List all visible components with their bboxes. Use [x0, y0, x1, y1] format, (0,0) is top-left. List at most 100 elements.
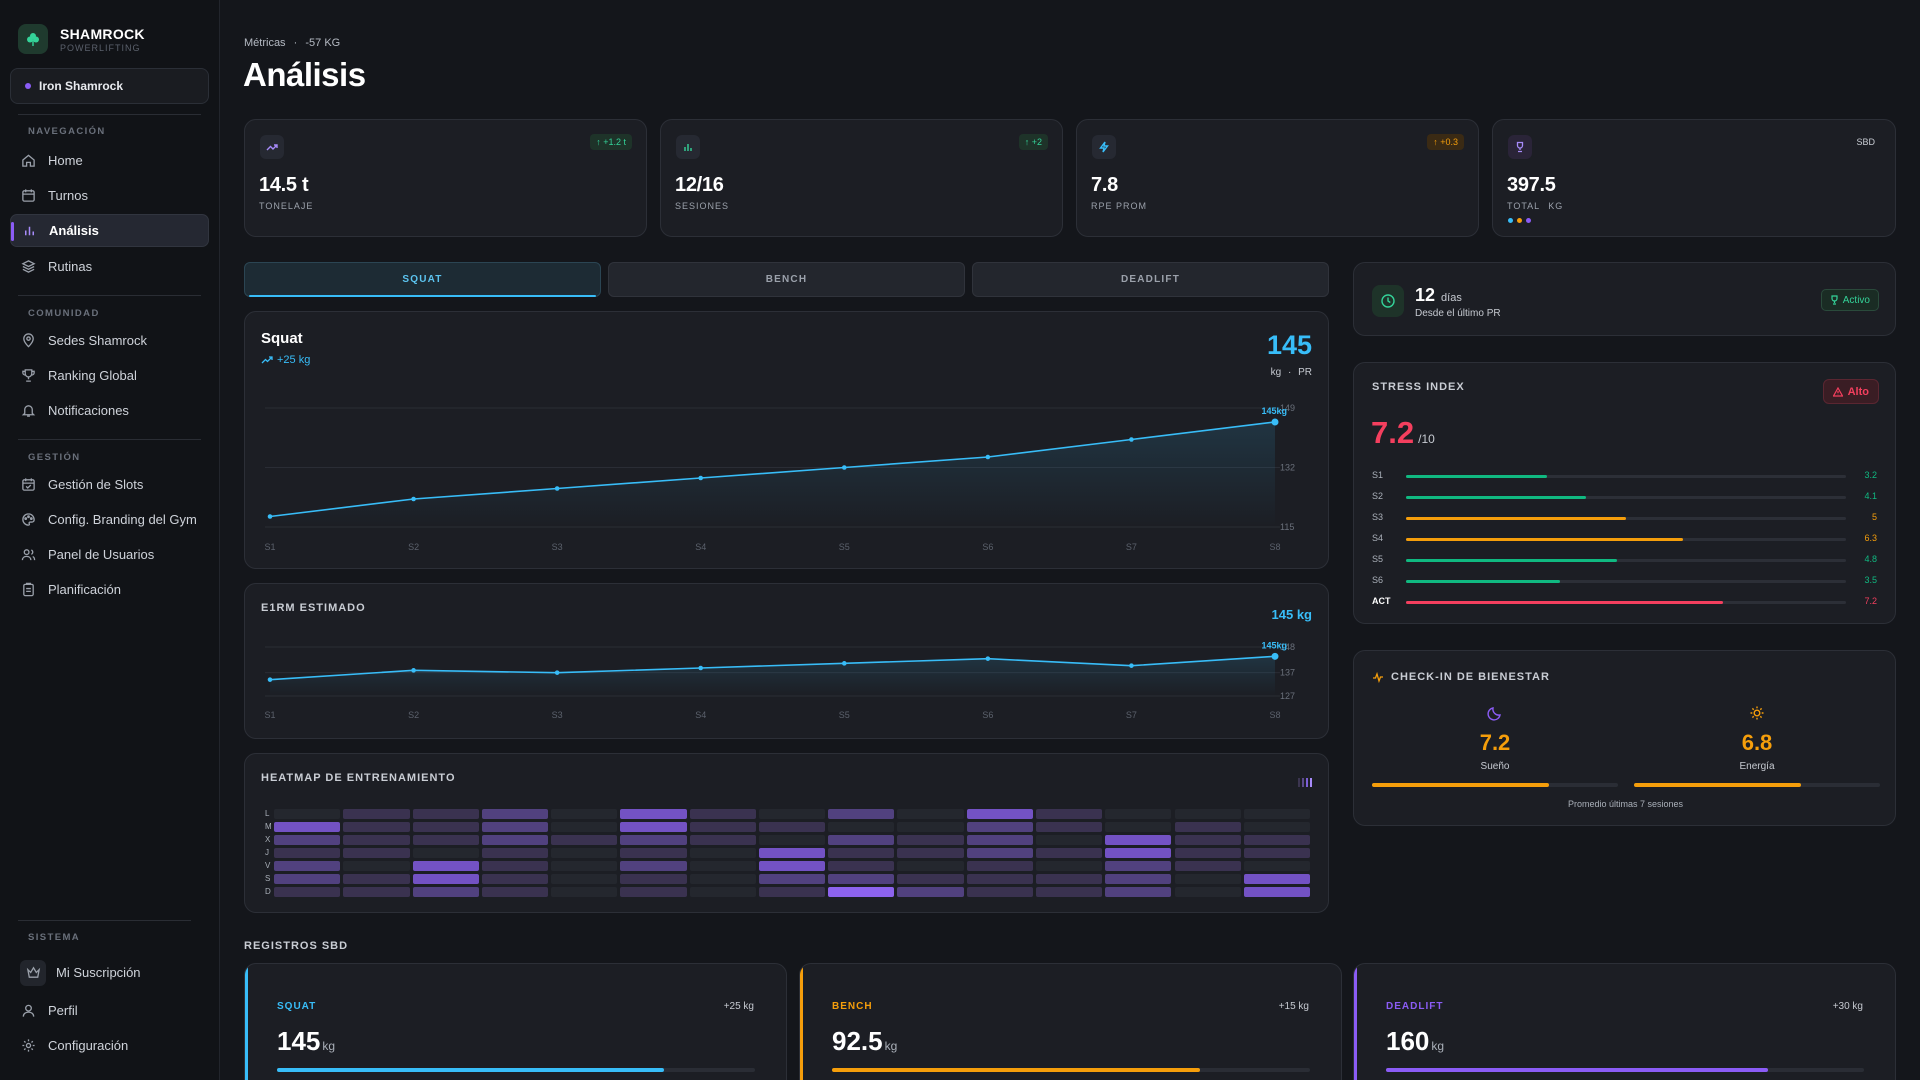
sbd-card-bench[interactable]: BENCH +15 kg 92.5 kg: [799, 963, 1342, 1080]
heatmap-cell[interactable]: [274, 822, 341, 832]
data-point[interactable]: [267, 514, 273, 519]
heatmap-cell[interactable]: [620, 874, 687, 884]
sbd-card-squat[interactable]: SQUAT +25 kg 145 kg: [244, 963, 787, 1080]
heatmap-cell[interactable]: [1035, 874, 1103, 884]
heatmap-cell[interactable]: [481, 861, 549, 871]
heatmap-cell[interactable]: [481, 809, 549, 819]
heatmap-cell[interactable]: [897, 835, 964, 845]
sidebar-item-sedes[interactable]: Sedes Shamrock: [10, 324, 209, 357]
heatmap-cell[interactable]: [620, 887, 687, 897]
data-point[interactable]: [1271, 418, 1279, 426]
heatmap-cell[interactable]: [1035, 822, 1103, 832]
heatmap-cell[interactable]: [412, 822, 479, 832]
heatmap-cell[interactable]: [620, 848, 687, 858]
heatmap-cell[interactable]: [758, 809, 826, 819]
heatmap-cell[interactable]: [758, 874, 826, 884]
heatmap-cell[interactable]: [1243, 848, 1310, 858]
heatmap-cell[interactable]: [966, 809, 1033, 819]
heatmap-cell[interactable]: [551, 822, 618, 832]
heatmap-cell[interactable]: [620, 822, 687, 832]
heatmap-cell[interactable]: [966, 835, 1033, 845]
data-point[interactable]: [698, 665, 704, 671]
heatmap-cell[interactable]: [689, 848, 756, 858]
sidebar-item-perfil[interactable]: Perfil: [10, 994, 209, 1027]
heatmap-cell[interactable]: [758, 835, 826, 845]
heatmap-cell[interactable]: [689, 835, 756, 845]
data-point[interactable]: [1129, 663, 1134, 668]
data-point[interactable]: [411, 496, 416, 502]
heatmap-cell[interactable]: [828, 848, 895, 858]
heatmap-cell[interactable]: [551, 874, 618, 884]
data-point[interactable]: [411, 668, 416, 673]
data-point[interactable]: [698, 475, 704, 481]
heatmap-cell[interactable]: [481, 887, 549, 897]
heatmap-cell[interactable]: [1243, 835, 1310, 845]
heatmap-cell[interactable]: [828, 861, 895, 871]
data-point[interactable]: [267, 677, 273, 682]
heatmap-cell[interactable]: [343, 835, 410, 845]
heatmap-cell[interactable]: [343, 874, 410, 884]
heatmap-cell[interactable]: [1174, 848, 1241, 858]
heatmap-cell[interactable]: [481, 835, 549, 845]
sidebar-item-home[interactable]: Home: [10, 144, 209, 177]
heatmap-cell[interactable]: [274, 887, 341, 897]
heatmap-cell[interactable]: [412, 809, 479, 819]
heatmap-cell[interactable]: [758, 848, 826, 858]
heatmap-cell[interactable]: [1035, 809, 1103, 819]
heatmap-cell[interactable]: [343, 809, 410, 819]
heatmap-cell[interactable]: [828, 809, 895, 819]
heatmap-cell[interactable]: [1035, 848, 1103, 858]
heatmap-cell[interactable]: [689, 887, 756, 897]
heatmap-cell[interactable]: [897, 874, 964, 884]
heatmap-cell[interactable]: [897, 822, 964, 832]
heatmap-cell[interactable]: [758, 887, 826, 897]
data-point[interactable]: [554, 486, 560, 491]
heatmap-cell[interactable]: [1243, 809, 1310, 819]
heatmap-cell[interactable]: [966, 887, 1033, 897]
data-point[interactable]: [841, 465, 847, 470]
heatmap-cell[interactable]: [758, 822, 826, 832]
heatmap-cell[interactable]: [343, 887, 410, 897]
heatmap-cell[interactable]: [897, 809, 964, 819]
heatmap-cell[interactable]: [1174, 809, 1241, 819]
heatmap-cell[interactable]: [1035, 861, 1103, 871]
heatmap-cell[interactable]: [1035, 835, 1103, 845]
heatmap-cell[interactable]: [897, 887, 964, 897]
tab-bench[interactable]: BENCH: [608, 262, 965, 297]
brand[interactable]: SHAMROCK POWERLIFTING: [18, 24, 145, 54]
sidebar-item-suscripcion[interactable]: Mi Suscripción: [10, 956, 209, 989]
heatmap-cell[interactable]: [1035, 887, 1103, 897]
sidebar-item-branding[interactable]: Config. Branding del Gym: [10, 503, 209, 536]
heatmap-cell[interactable]: [966, 848, 1033, 858]
heatmap-cell[interactable]: [481, 848, 549, 858]
heatmap-cell[interactable]: [966, 822, 1033, 832]
heatmap-cell[interactable]: [274, 848, 341, 858]
heatmap-cell[interactable]: [1243, 874, 1310, 884]
sidebar-item-slots[interactable]: Gestión de Slots: [10, 468, 209, 501]
heatmap-cell[interactable]: [1105, 874, 1172, 884]
heatmap-cell[interactable]: [1105, 809, 1172, 819]
heatmap-cell[interactable]: [620, 861, 687, 871]
data-point[interactable]: [1271, 652, 1279, 660]
heatmap-cell[interactable]: [1243, 822, 1310, 832]
heatmap-cell[interactable]: [758, 861, 826, 871]
heatmap-cell[interactable]: [274, 861, 341, 871]
data-point[interactable]: [841, 661, 847, 666]
heatmap-cell[interactable]: [828, 874, 895, 884]
heatmap-cell[interactable]: [966, 861, 1033, 871]
heatmap-cell[interactable]: [828, 835, 895, 845]
sidebar-item-turnos[interactable]: Turnos: [10, 179, 209, 212]
sidebar-item-configuracion[interactable]: Configuración: [10, 1029, 209, 1062]
heatmap-cell[interactable]: [689, 822, 756, 832]
heatmap-cell[interactable]: [412, 848, 479, 858]
heatmap-cell[interactable]: [551, 861, 618, 871]
data-point[interactable]: [1129, 437, 1134, 442]
heatmap-cell[interactable]: [897, 861, 964, 871]
heatmap-cell[interactable]: [828, 887, 895, 897]
heatmap-cell[interactable]: [343, 848, 410, 858]
sidebar-item-ranking[interactable]: Ranking Global: [10, 359, 209, 392]
heatmap-cell[interactable]: [689, 861, 756, 871]
heatmap-cell[interactable]: [412, 861, 479, 871]
sidebar-item-planificacion[interactable]: Planificación: [10, 573, 209, 606]
sidebar-item-rutinas[interactable]: Rutinas: [10, 250, 209, 283]
